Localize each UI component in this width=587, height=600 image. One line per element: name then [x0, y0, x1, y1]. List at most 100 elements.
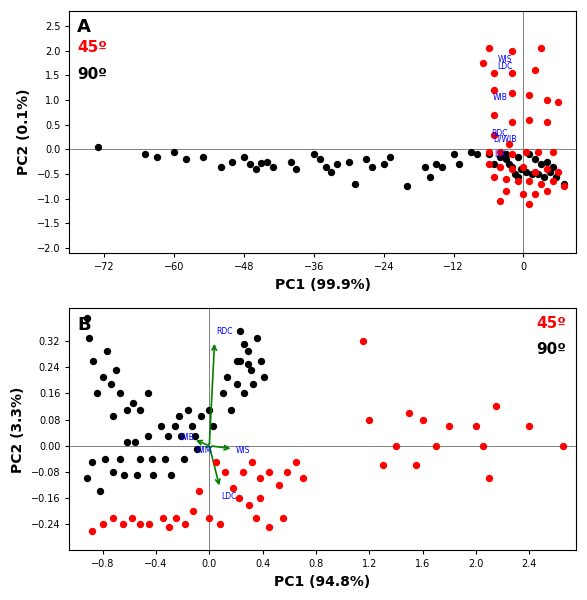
Point [197, 412, 206, 421]
Point [235, 356, 245, 365]
Point [95, 487, 104, 496]
Point [404, 408, 414, 418]
Point [112, 365, 121, 375]
Point [109, 412, 118, 421]
Point [205, 405, 214, 415]
Point [455, 160, 464, 169]
Point [188, 506, 198, 516]
Point [259, 372, 269, 382]
Point [315, 154, 325, 164]
Point [362, 154, 371, 164]
Point [559, 179, 569, 189]
Point [246, 365, 255, 375]
Text: WIM: WIM [196, 446, 212, 455]
Point [449, 149, 458, 159]
Point [542, 164, 551, 174]
Point [537, 43, 546, 53]
Point [501, 174, 511, 184]
Point [187, 421, 197, 431]
Point [490, 172, 499, 181]
Point [133, 470, 142, 480]
Point [247, 457, 257, 467]
Point [472, 149, 481, 159]
Point [525, 115, 534, 125]
Point [431, 441, 441, 451]
Point [278, 513, 287, 523]
Point [100, 454, 110, 464]
Point [548, 176, 557, 186]
Point [501, 149, 511, 159]
Text: RDC: RDC [216, 327, 232, 336]
Point [274, 480, 284, 490]
Point [215, 520, 225, 529]
Point [257, 158, 266, 168]
Point [98, 520, 107, 529]
Point [531, 154, 540, 164]
Point [542, 118, 551, 127]
Point [418, 415, 427, 424]
Point [402, 182, 411, 191]
Point [211, 457, 221, 467]
Point [152, 152, 161, 161]
Text: 45º: 45º [536, 316, 566, 331]
Point [504, 140, 514, 149]
Point [525, 90, 534, 100]
Point [528, 169, 537, 179]
Point [478, 58, 487, 68]
Point [484, 147, 493, 157]
Point [519, 189, 528, 199]
Y-axis label: PC2 (3.3%): PC2 (3.3%) [11, 386, 25, 473]
Point [87, 457, 97, 467]
Point [495, 196, 505, 206]
Point [161, 454, 170, 464]
Point [531, 189, 540, 199]
Point [298, 473, 308, 483]
Point [510, 169, 519, 179]
Point [251, 164, 261, 174]
Point [292, 164, 301, 174]
Point [245, 500, 254, 509]
Point [122, 437, 131, 447]
Point [243, 359, 252, 369]
Point [537, 179, 546, 189]
Point [379, 160, 389, 169]
Text: LDC: LDC [497, 62, 512, 71]
Point [444, 421, 454, 431]
Point [539, 172, 549, 181]
Point [205, 513, 214, 523]
Point [109, 513, 118, 523]
Point [179, 454, 188, 464]
X-axis label: PC1 (99.9%): PC1 (99.9%) [275, 278, 370, 292]
Point [216, 162, 225, 172]
Point [391, 441, 400, 451]
Point [495, 147, 505, 157]
Point [411, 460, 421, 470]
Point [291, 457, 301, 467]
Point [171, 513, 181, 523]
Point [119, 470, 129, 480]
Point [82, 473, 92, 483]
Point [548, 147, 557, 157]
Point [85, 333, 94, 343]
Point [166, 470, 176, 480]
Point [507, 164, 517, 174]
Point [495, 152, 505, 161]
Point [232, 379, 242, 388]
Point [365, 415, 374, 424]
Point [554, 167, 563, 176]
Point [507, 118, 517, 127]
Point [559, 182, 569, 191]
Point [144, 520, 154, 529]
Point [93, 389, 102, 398]
Text: LIX: LIX [494, 150, 506, 159]
Point [115, 389, 124, 398]
Point [262, 157, 272, 167]
Point [478, 441, 487, 451]
Text: A: A [77, 19, 91, 37]
Point [507, 149, 517, 159]
Point [309, 149, 319, 159]
Point [525, 421, 534, 431]
Point [378, 460, 387, 470]
Point [490, 68, 499, 77]
Point [420, 162, 429, 172]
